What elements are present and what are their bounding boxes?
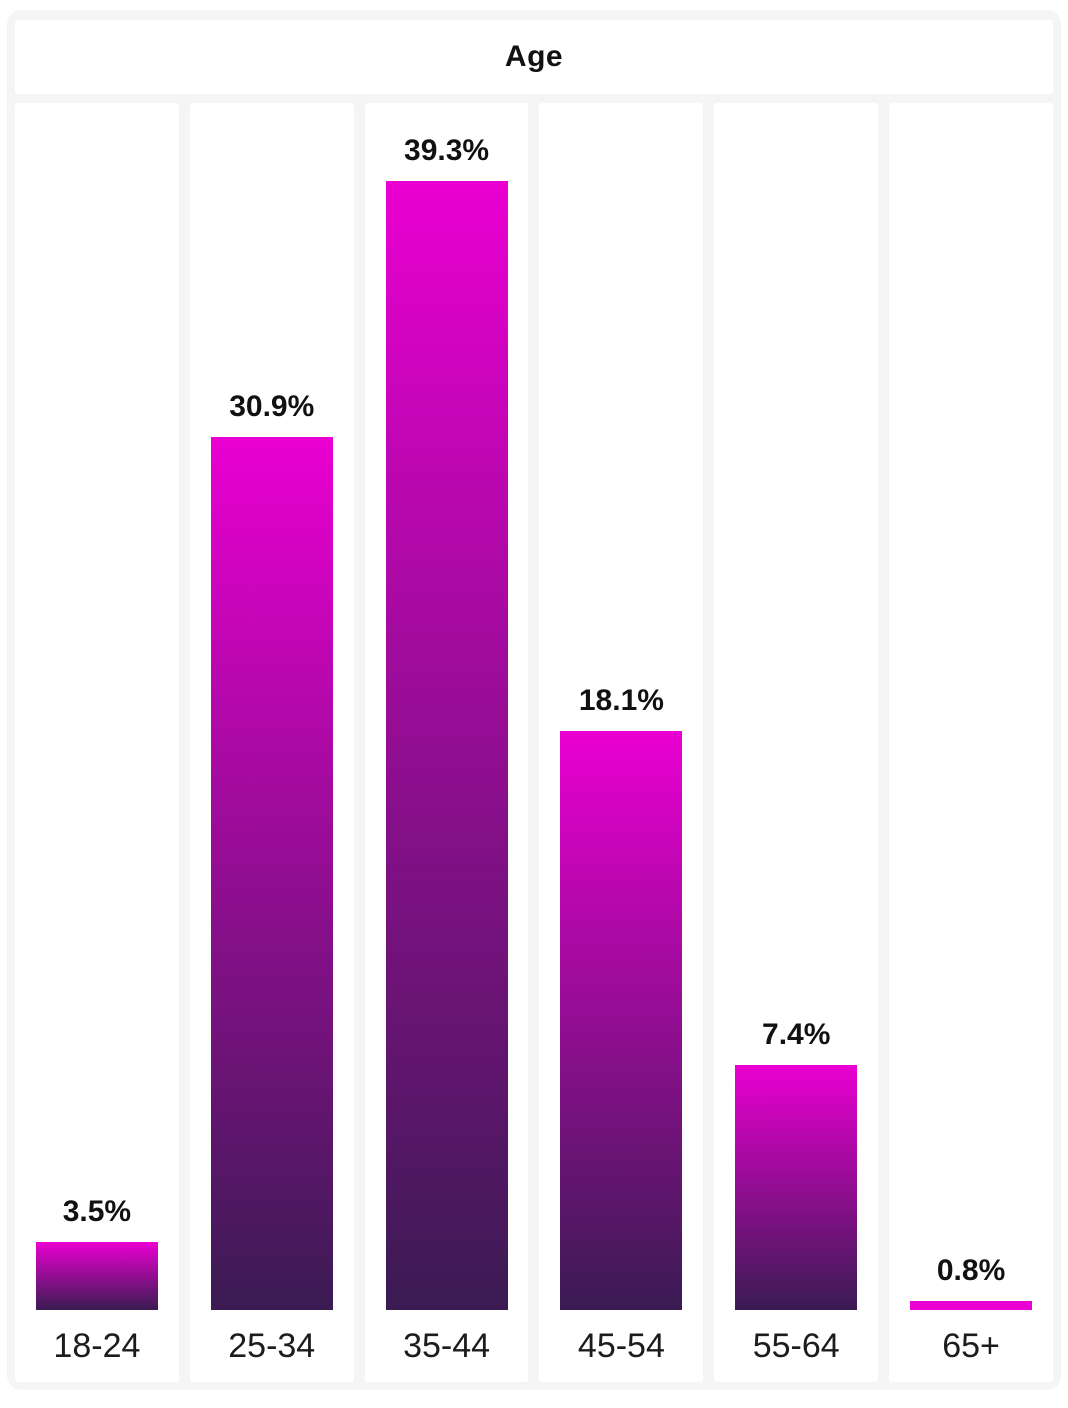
chart-column: 0.8% 65+	[889, 103, 1053, 1382]
chart-column: 18.1% 45-54	[539, 103, 704, 1382]
category-zone: 18-24	[15, 1310, 179, 1382]
category-zone: 25-34	[190, 1310, 354, 1382]
chart-column: 39.3% 35-44	[364, 103, 529, 1382]
chart-header: Age	[15, 20, 1053, 94]
category-zone: 55-64	[714, 1310, 878, 1382]
chart-columns: 3.5% 18-24 30.9% 25-34 39.3% 35-44 18.1%	[15, 103, 1053, 1382]
bar	[910, 1301, 1033, 1310]
bar	[735, 1065, 858, 1310]
category-zone: 65+	[889, 1310, 1053, 1382]
bar-value-label: 7.4%	[762, 1018, 831, 1051]
bar-zone: 7.4%	[714, 103, 878, 1310]
bar-zone: 0.8%	[889, 103, 1053, 1310]
bar	[210, 437, 333, 1310]
chart-column: 30.9% 25-34	[189, 103, 354, 1382]
category-label: 55-64	[752, 1327, 840, 1365]
category-zone: 35-44	[365, 1310, 529, 1382]
bar-value-label: 39.3%	[404, 134, 490, 167]
bar	[560, 731, 683, 1310]
bar-value-label: 18.1%	[578, 684, 664, 717]
category-label: 25-34	[228, 1327, 316, 1365]
chart-column: 3.5% 18-24	[15, 103, 179, 1382]
bar-zone: 18.1%	[539, 103, 703, 1310]
bar-zone: 39.3%	[365, 103, 529, 1310]
category-label: 45-54	[577, 1327, 665, 1365]
chart-column: 7.4% 55-64	[714, 103, 879, 1382]
bar-zone: 30.9%	[190, 103, 354, 1310]
category-label: 35-44	[403, 1327, 491, 1365]
bar-value-label: 0.8%	[936, 1254, 1006, 1287]
category-label: 18-24	[53, 1327, 141, 1365]
chart-card: Age 3.5% 18-24 30.9% 25-34 39.3% 35-44 1…	[7, 10, 1061, 1390]
bar	[35, 1242, 158, 1310]
bar	[385, 181, 508, 1310]
chart-title: Age	[504, 40, 564, 73]
bar-value-label: 30.9%	[229, 390, 315, 423]
bar-value-label: 3.5%	[62, 1195, 132, 1228]
category-label: 65+	[942, 1327, 1000, 1365]
category-zone: 45-54	[539, 1310, 703, 1382]
bar-zone: 3.5%	[15, 103, 179, 1310]
